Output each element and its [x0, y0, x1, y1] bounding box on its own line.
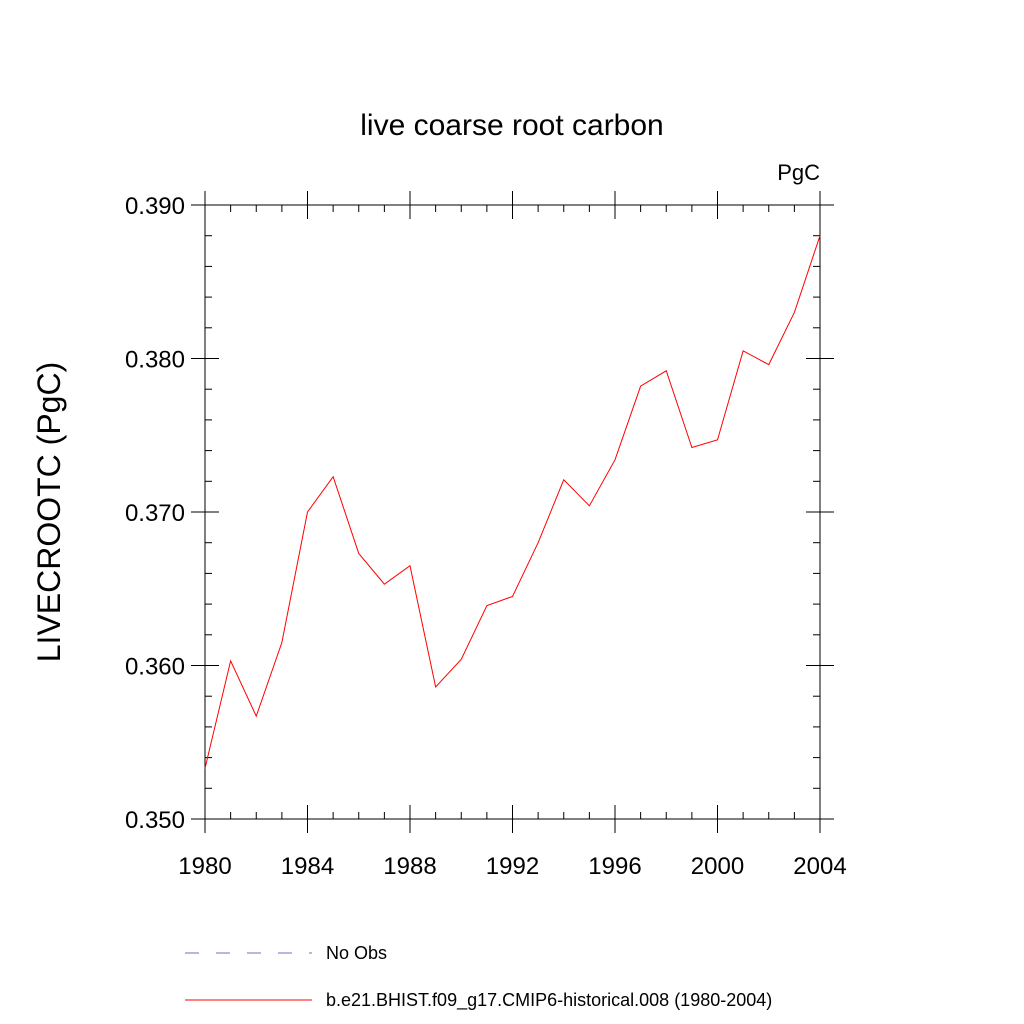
x-tick-label: 1992	[486, 853, 539, 880]
chart-title: live coarse root carbon	[360, 109, 664, 142]
x-axis-tick-labels: 1980 1984 1988 1992 1996 2000 2004	[178, 853, 846, 880]
x-axis-ticks	[204, 191, 821, 833]
x-tick-label: 1988	[383, 853, 436, 880]
units-label: PgC	[777, 160, 820, 185]
series-group	[204, 235, 821, 769]
x-tick-label: 1980	[178, 853, 231, 880]
x-tick-label: 2004	[793, 853, 846, 880]
y-tick-label: 0.390	[125, 193, 185, 220]
legend-label: b.e21.BHIST.f09_g17.CMIP6-historical.008…	[326, 990, 772, 1011]
plot-frame	[204, 204, 821, 820]
y-tick-label: 0.380	[125, 347, 185, 374]
x-tick-label: 2000	[691, 853, 744, 880]
y-axis-ticks	[191, 204, 834, 820]
y-tick-label: 0.350	[125, 807, 185, 834]
x-tick-label: 1996	[588, 853, 641, 880]
y-axis-tick-labels: 0.350 0.360 0.370 0.380 0.390	[125, 193, 185, 834]
y-tick-label: 0.360	[125, 654, 185, 681]
x-tick-label: 1984	[281, 853, 334, 880]
y-axis-label: LIVECROOTC (PgC)	[31, 362, 67, 662]
y-tick-label: 0.370	[125, 500, 185, 527]
legend-label: No Obs	[326, 943, 387, 963]
legend: No Obs b.e21.BHIST.f09_g17.CMIP6-historic…	[185, 943, 772, 1011]
series-line	[204, 235, 821, 769]
